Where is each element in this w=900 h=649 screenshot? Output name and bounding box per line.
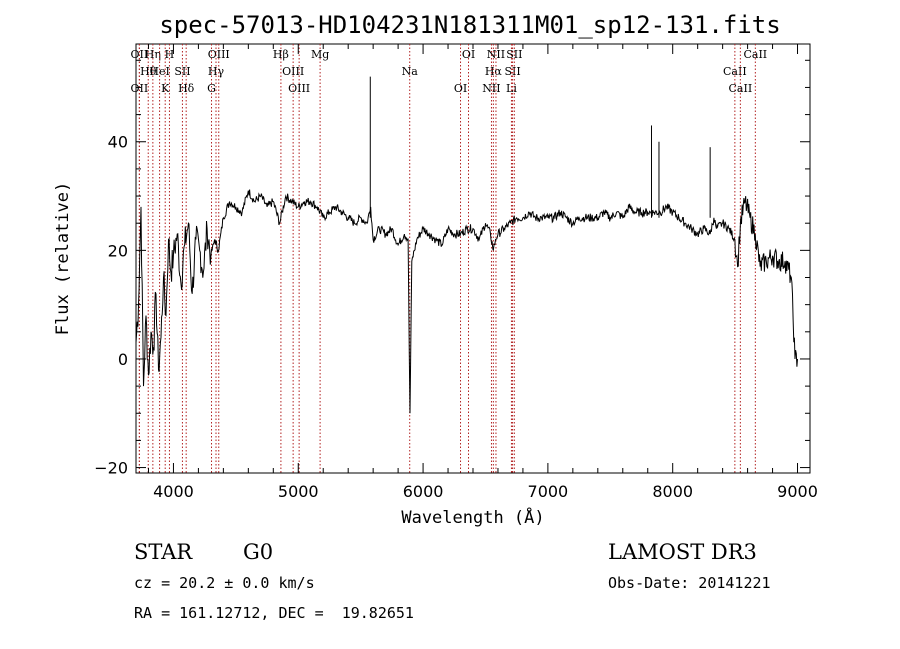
x-tick-label: 8000 xyxy=(652,482,693,501)
x-axis-label: Wavelength (Å) xyxy=(401,506,544,528)
redshift-velocity: cz = 20.2 ± 0.0 km/s xyxy=(134,574,315,592)
spectral-line-label: G xyxy=(207,82,216,95)
spectral-line-label: Hθ xyxy=(140,65,157,78)
x-tick-label: 9000 xyxy=(777,482,818,501)
spectral-line-label: Hα xyxy=(485,65,503,78)
spectral-line-label: NII xyxy=(482,82,500,95)
spectral-line-label: Mg xyxy=(311,48,329,61)
plot-frame xyxy=(135,43,811,474)
spectral-line-label: OIII xyxy=(282,65,304,78)
spectral-line-label: SII xyxy=(174,65,190,78)
spectral-line-label: Hδ xyxy=(178,82,195,95)
spectral-line-label: NII xyxy=(487,48,505,61)
spectral-line-label: Hη xyxy=(145,48,161,61)
y-tick-label: −20 xyxy=(94,459,128,478)
spectral-line-label: Li xyxy=(506,82,517,95)
spectral-line-label: Hβ xyxy=(273,48,289,61)
spectral-line-label: CaII xyxy=(729,82,753,95)
y-tick-label: 20 xyxy=(108,241,128,260)
x-tick-label: 6000 xyxy=(403,482,444,501)
spectral-line-label: CaII xyxy=(723,65,747,78)
survey-name: LAMOST DR3 xyxy=(608,540,757,564)
spectral-line-label: OIII xyxy=(208,48,230,61)
spectral-line-label: OIII xyxy=(288,82,310,95)
spectral-line-label: OI xyxy=(454,82,467,95)
y-axis-label: Flux (relative) xyxy=(53,182,73,336)
observation-date: Obs-Date: 20141221 xyxy=(608,574,771,592)
coordinates: RA = 161.12712, DEC = 19.82651 xyxy=(134,604,414,622)
spectral-subclass: G0 xyxy=(243,540,274,564)
spectral-line-label: SII xyxy=(504,65,520,78)
spectral-line-label: H xyxy=(165,48,175,61)
x-tick-label: 5000 xyxy=(278,482,319,501)
spectral-line-label: HeI xyxy=(149,65,169,78)
object-class: STAR xyxy=(134,540,193,564)
spectral-line-label: OI xyxy=(462,48,475,61)
y-tick-label: 40 xyxy=(108,133,128,152)
spectral-line-label: CaII xyxy=(743,48,767,61)
x-tick-label: 7000 xyxy=(528,482,569,501)
spectral-line-label: OII xyxy=(131,82,149,95)
spectral-line-label: K xyxy=(161,82,170,95)
chart-title: spec-57013-HD104231N181311M01_sp12-131.f… xyxy=(159,11,780,39)
x-tick-label: 4000 xyxy=(153,482,194,501)
spectral-line-label: Na xyxy=(402,65,419,78)
spectral-line-label: SII xyxy=(506,48,522,61)
y-tick-label: 0 xyxy=(118,350,128,369)
spectral-line-label: Hγ xyxy=(208,65,225,78)
spectrum-series-line xyxy=(135,189,798,414)
